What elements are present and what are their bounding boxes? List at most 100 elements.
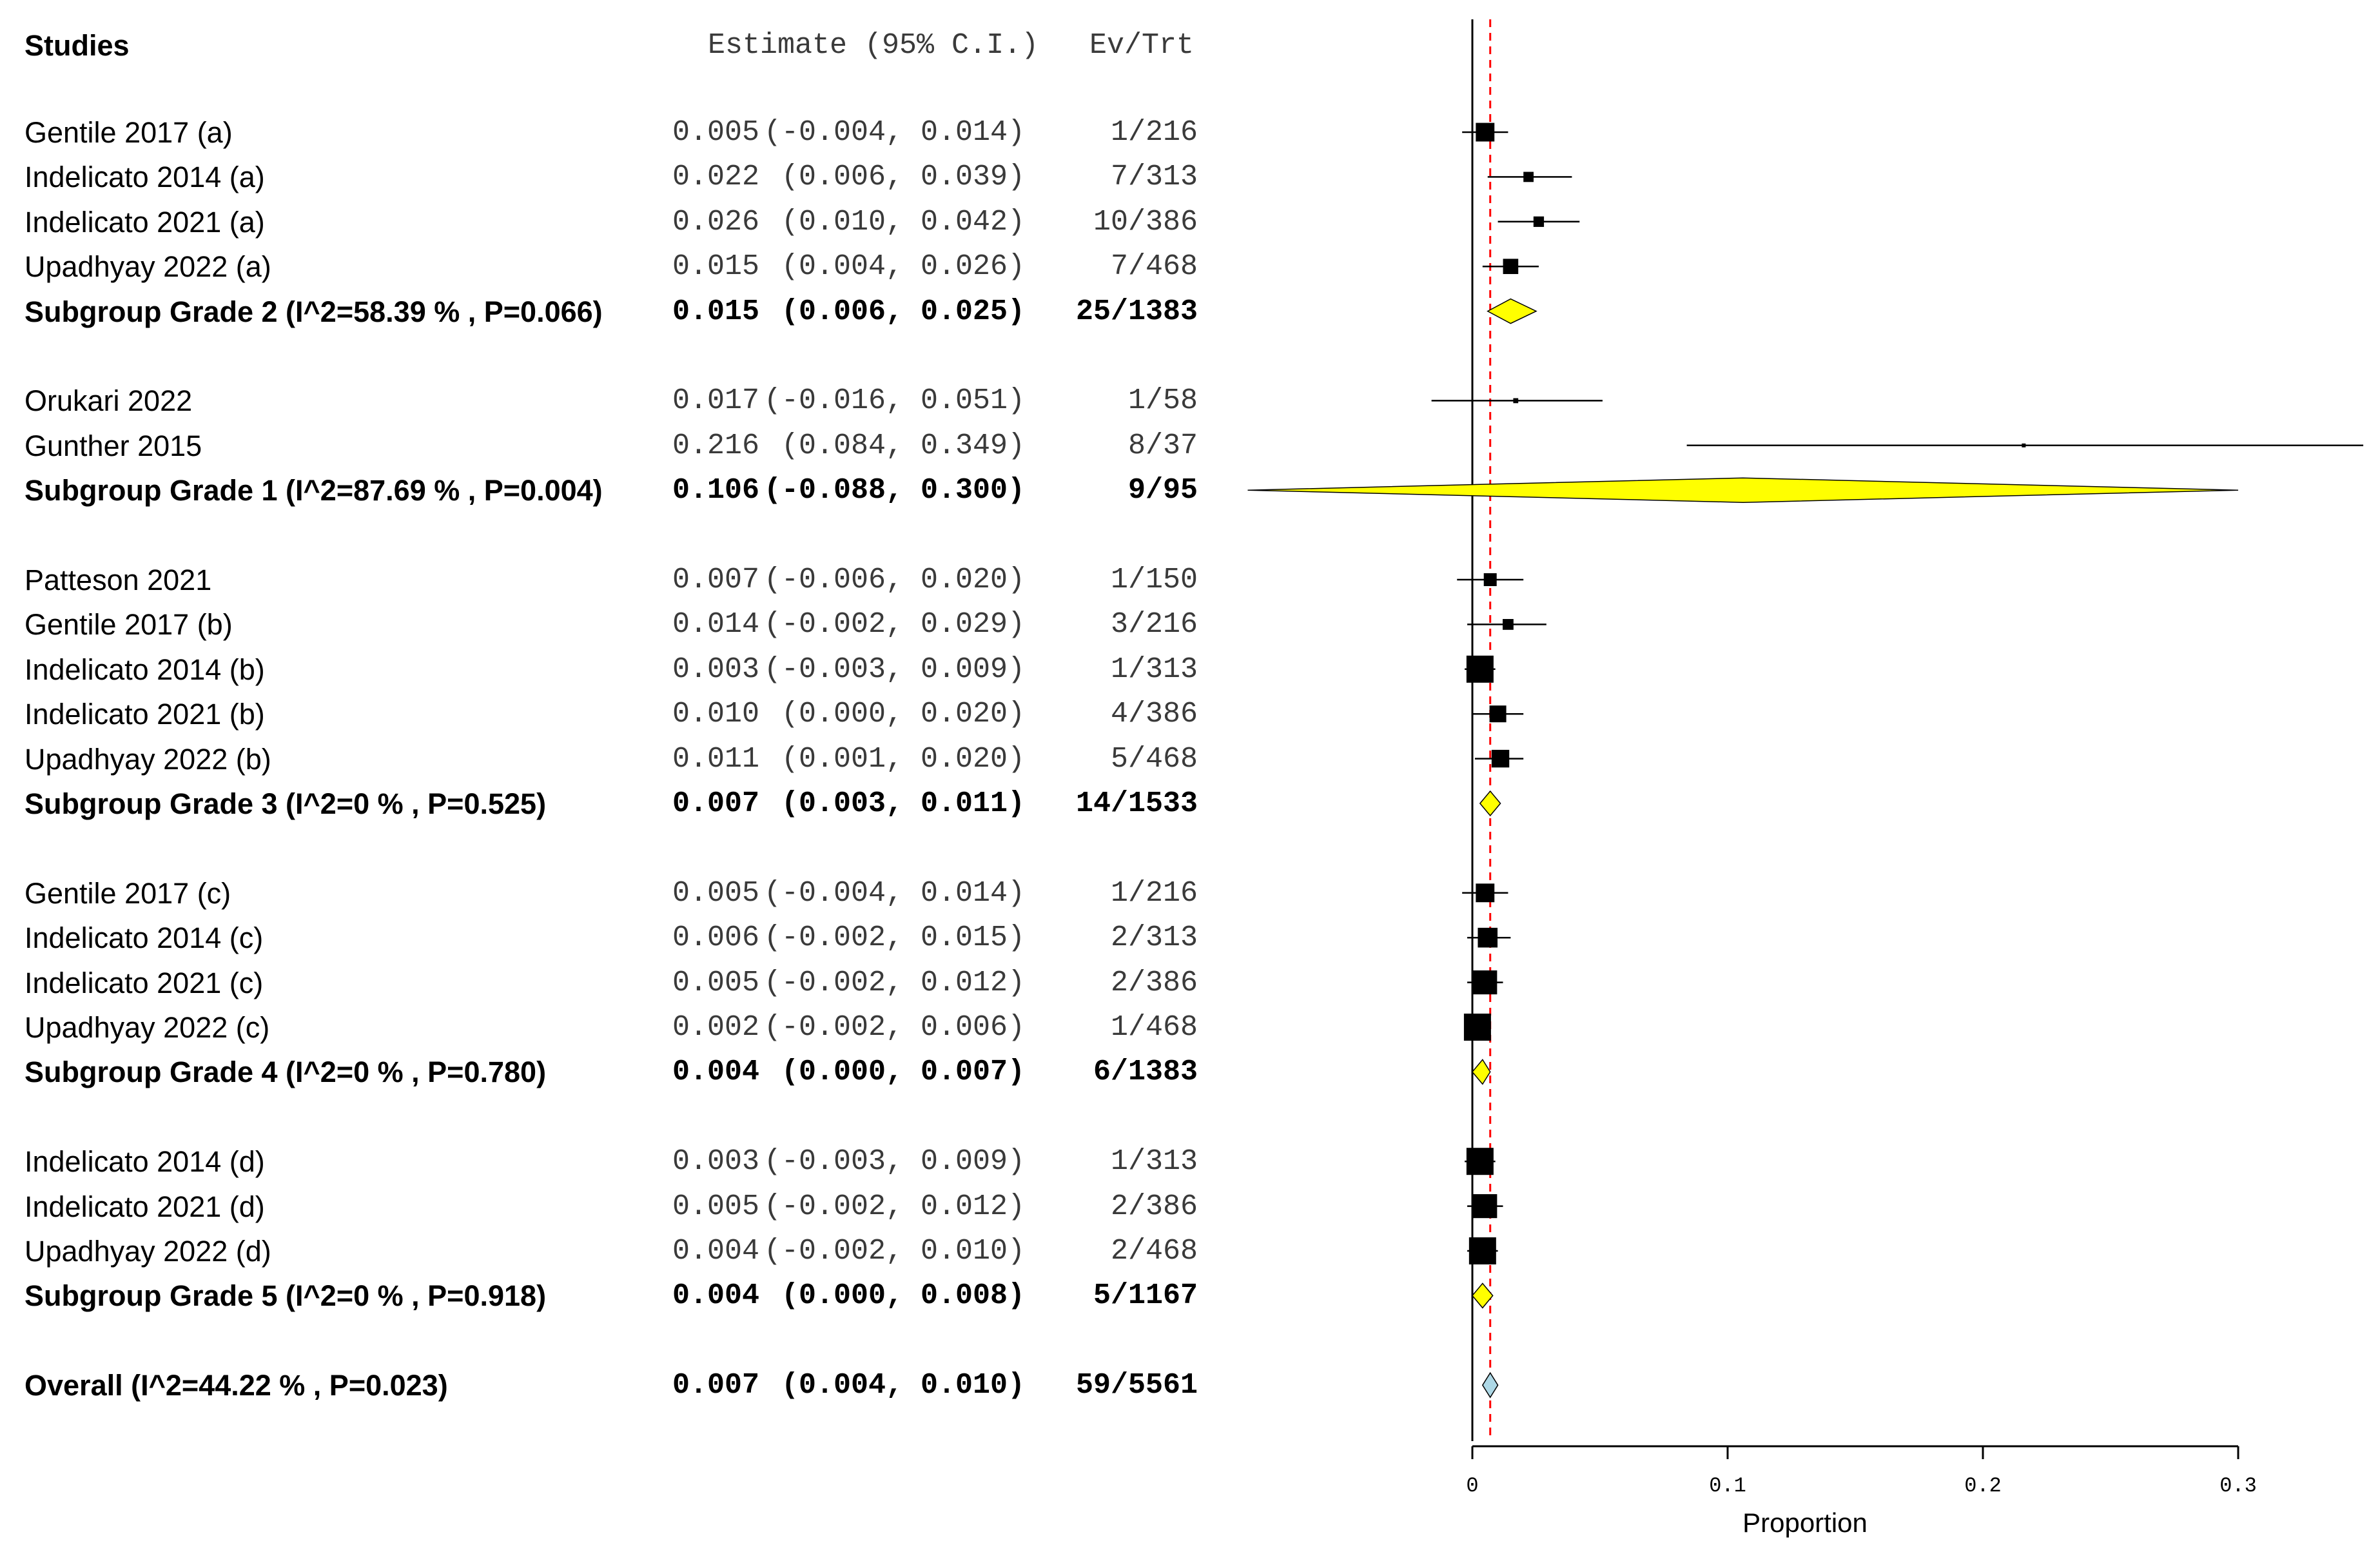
row-ci: (-0.002, 0.012) [764,1190,1026,1223]
row-ci: (0.006, 0.025) [764,295,1026,328]
row-label: Patteson 2021 [24,564,212,596]
study-marker [1503,619,1514,630]
row-evtrt: 7/468 [1110,250,1198,284]
evtrt-header: Ev/Trt [1089,29,1195,62]
row-ci: (-0.088, 0.300) [764,474,1026,507]
row-label: Indelicato 2014 (b) [24,653,265,686]
row-estimate: 0.005 [672,1190,760,1223]
row-estimate: 0.010 [672,698,760,731]
row-evtrt: 10/386 [1093,205,1198,239]
row-ci: (-0.016, 0.051) [764,384,1026,418]
study-marker [1466,655,1494,683]
row-evtrt: 3/216 [1110,608,1198,642]
row-evtrt: 2/386 [1110,966,1198,999]
row-estimate: 0.007 [672,1369,760,1402]
row-estimate: 0.014 [672,608,760,642]
row-estimate: 0.004 [672,1279,760,1313]
row-evtrt: 1/468 [1110,1011,1198,1044]
study-marker [1473,1194,1497,1219]
row-label: Indelicato 2014 (a) [24,161,265,194]
row-label: Indelicato 2021 (a) [24,205,265,239]
row-evtrt: 1/216 [1110,876,1198,910]
study-marker [1491,749,1510,768]
row-label: Subgroup Grade 4 (I^2=0 % , P=0.780) [24,1056,547,1089]
row-evtrt: 1/216 [1110,116,1198,149]
row-label: Orukari 2022 [24,384,193,418]
row-ci: (0.000, 0.007) [764,1056,1026,1089]
row-ci: (-0.003, 0.009) [764,653,1026,686]
subgroup-diamond [1487,298,1537,324]
row-estimate: 0.004 [672,1235,760,1268]
row-estimate: 0.004 [672,1056,760,1089]
row-ci: (-0.003, 0.009) [764,1145,1026,1179]
study-marker [1503,259,1519,275]
row-ci: (0.084, 0.349) [764,429,1026,462]
x-tick-label: 0 [1466,1474,1478,1498]
row-label: Upadhyay 2022 (b) [24,742,271,776]
row-estimate: 0.015 [672,250,760,284]
row-label: Upadhyay 2022 (a) [24,250,271,284]
row-ci: (0.004, 0.026) [764,250,1026,284]
row-label: Subgroup Grade 5 (I^2=0 % , P=0.918) [24,1279,547,1313]
row-label: Gentile 2017 (a) [24,116,233,149]
row-estimate: 0.015 [672,295,760,328]
study-marker [1466,1148,1494,1175]
row-ci: (-0.002, 0.015) [764,921,1026,955]
row-evtrt: 5/1167 [1093,1279,1198,1313]
row-label: Gentile 2017 (b) [24,608,233,642]
study-marker [1478,927,1498,948]
studies-header: Studies [24,29,130,62]
row-evtrt: 1/313 [1110,653,1198,686]
row-label: Indelicato 2014 (c) [24,921,264,955]
row-estimate: 0.216 [672,429,760,462]
study-marker [1533,216,1545,227]
row-evtrt: 59/5561 [1075,1369,1198,1402]
overall-diamond [1481,1371,1499,1399]
row-estimate: 0.002 [672,1011,760,1044]
subgroup-diamond [1472,1282,1494,1309]
row-estimate: 0.106 [672,474,760,507]
study-marker [1473,970,1497,995]
row-estimate: 0.005 [672,876,760,910]
row-estimate: 0.005 [672,116,760,149]
row-evtrt: 1/150 [1110,564,1198,596]
study-marker [1476,883,1495,903]
row-estimate: 0.005 [672,966,760,999]
study-marker [1523,172,1534,182]
row-evtrt: 1/313 [1110,1145,1198,1179]
subgroup-diamond [1479,790,1501,817]
row-label: Upadhyay 2022 (d) [24,1235,271,1268]
x-tick-label: 0.1 [1709,1474,1746,1498]
study-marker [2022,443,2026,447]
x-tick-label: 0.3 [2219,1474,2257,1498]
study-marker [1513,398,1519,404]
row-estimate: 0.017 [672,384,760,418]
study-marker [1468,1237,1496,1264]
row-evtrt: 14/1533 [1075,787,1198,820]
row-evtrt: 2/313 [1110,921,1198,955]
row-label: Indelicato 2021 (c) [24,966,264,999]
row-label: Indelicato 2014 (d) [24,1145,265,1179]
study-marker [1463,1014,1491,1041]
row-label: Subgroup Grade 3 (I^2=0 % , P=0.525) [24,787,547,820]
row-evtrt: 25/1383 [1075,295,1198,328]
row-estimate: 0.022 [672,161,760,194]
row-ci: (-0.002, 0.006) [764,1011,1026,1044]
row-evtrt: 8/37 [1127,429,1198,462]
row-estimate: 0.006 [672,921,760,955]
row-ci: (-0.002, 0.012) [764,966,1026,999]
row-evtrt: 2/468 [1110,1235,1198,1268]
row-evtrt: 6/1383 [1093,1056,1198,1089]
row-estimate: 0.026 [672,205,760,239]
x-axis-label: Proportion [1742,1508,1868,1538]
row-ci: (-0.002, 0.029) [764,608,1026,642]
estimate-header: Estimate (95% C.I.) [708,29,1039,62]
row-evtrt: 1/58 [1127,384,1198,418]
row-ci: (0.001, 0.020) [764,742,1026,776]
row-ci: (0.003, 0.011) [764,787,1026,820]
row-estimate: 0.003 [672,653,760,686]
row-ci: (0.004, 0.010) [764,1369,1026,1402]
row-label: Subgroup Grade 2 (I^2=58.39 % , P=0.066) [24,295,603,328]
